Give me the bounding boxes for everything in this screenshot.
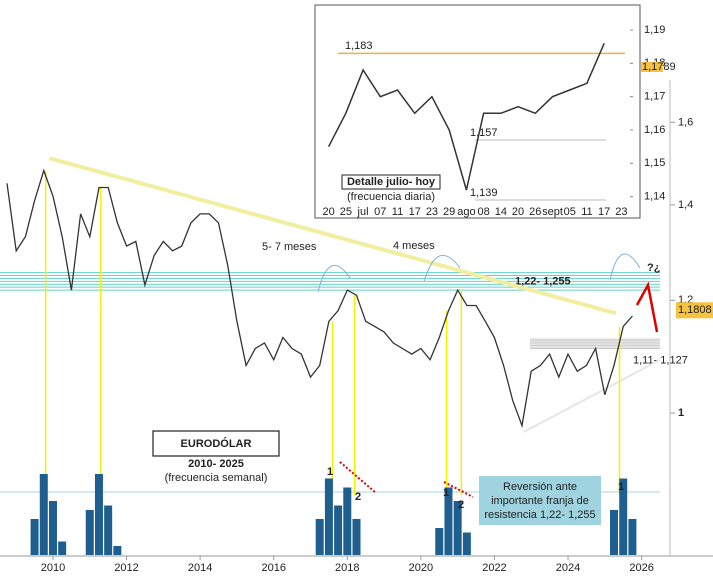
arc-arrow [317,264,351,293]
inset-title: Detalle julio- hoy [347,176,436,188]
inset-x-label: 20 [322,206,334,218]
volume-bar [444,487,453,555]
volume-bar [85,510,94,555]
inset-x-label: 26 [529,206,541,218]
level-label: 1,183 [345,40,373,52]
annotation: 4 meses [393,240,435,252]
inset-x-label: sept [542,206,563,218]
volume-bar [30,519,39,555]
callout-text: resistencia 1,22- 1,255 [484,509,595,521]
inset-y-label: 1,17 [644,91,665,103]
peak-label: 1 [443,487,449,499]
inset-x-label: 11 [392,206,403,218]
inset-x-label: 17 [409,206,421,218]
band-label: 1,22- 1,255 [515,275,571,287]
y-tick-label: 1 [678,407,684,419]
inset-y-label: 1,19 [644,24,665,36]
inset-y-label: 1,16 [644,124,665,136]
x-tick-label: 2018 [335,562,359,574]
trendline [523,358,661,433]
peak-label: 2 [458,499,464,511]
volume-bar [352,519,361,555]
annotation: 5- 7 meses [262,241,317,253]
arc-arrow [423,254,461,283]
volume-bar [315,519,324,555]
inset-x-label: jul [357,206,369,218]
last-price-tag [676,302,713,319]
inset-last-tag [641,62,663,72]
inset-x-label: 17 [598,206,610,218]
dotted-trend [443,481,474,498]
inset-x-label: 08 [477,206,489,218]
volume-bar [343,487,352,555]
inset-chart: 1,183 1,157 1,139 20 25 jul 07 11 17 23 29 ago 08 14 2… [314,4,676,219]
x-tick-label: 2016 [261,562,285,574]
y-tick-label: 1,6 [678,116,693,128]
volume-bar [324,478,333,555]
volume-bar [435,528,444,555]
inset-title-box [341,174,441,190]
peak-label: 1 [618,481,624,493]
arc-arrow [609,253,641,281]
volume-bar [58,541,67,555]
volume-bar [94,474,103,555]
x-tick-label: 2012 [114,562,138,574]
volume-bar [104,505,113,555]
x-tick-label: 2024 [556,562,580,574]
inset-x-label: 25 [340,206,352,218]
volume-bar [619,478,628,555]
inset-x-label: 07 [374,206,386,218]
chart-title: EURODÓLAR [181,437,252,450]
reversal-arrow [635,281,659,333]
inset-y-label: 1,15 [644,157,665,169]
chart-subtitle: 2010- 2025 [188,458,244,470]
inset-last-label: 1,1789 [642,61,676,73]
x-tick-label: 2026 [629,562,653,574]
inset-x-label: 14 [495,206,507,218]
peak-label: 1 [327,466,333,478]
x-tick-label: 2022 [482,562,506,574]
volume-bar [39,474,48,555]
trendline [48,156,617,316]
inset-x-label: 20 [512,206,524,218]
volume-bar [462,532,471,555]
volume-bar [113,546,122,555]
inset-x-label: ago [457,206,475,218]
band-label: 1,11- 1,127 [633,354,688,366]
inset-x-label: 11 [581,206,592,218]
volume-bar [610,510,619,555]
title-box [152,430,280,457]
callout-text: importante franja de [491,495,589,507]
inset-y-label: 1,14 [644,191,665,203]
callout-box [479,476,601,525]
level-label: 1,139 [470,187,498,199]
volume-bar [453,501,462,555]
chart-note: (frecuencia semanal) [165,472,268,484]
x-tick-label: 2014 [188,562,212,574]
volume-bar [628,519,637,555]
y-tick-label: 1,4 [678,199,693,211]
inset-subtitle: (frecuencia diaria) [347,191,435,203]
price-line [6,168,633,429]
inset-x-label: 05 [564,206,576,218]
level-label: 1,157 [470,127,498,139]
callout-text: Reversión ante [503,481,577,493]
x-tick-label: 2020 [409,562,433,574]
last-price-label: 1,1808 [678,304,712,316]
volume-bar [48,501,57,555]
inset-price-line [327,43,605,191]
peak-label: 2 [355,491,361,503]
x-tick-label: 2010 [41,562,65,574]
annotation: ?¿ [647,262,661,274]
volume-bar [334,505,343,555]
inset-x-label: 23 [615,206,627,218]
inset-x-label: 29 [443,206,455,218]
inset-x-label: 23 [426,206,438,218]
